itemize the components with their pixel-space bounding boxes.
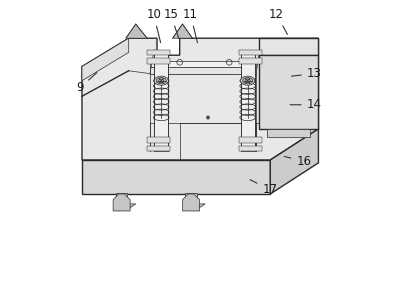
Polygon shape <box>113 194 130 211</box>
Text: 16: 16 <box>284 155 311 168</box>
Text: 9: 9 <box>76 73 97 94</box>
Circle shape <box>206 116 210 119</box>
Ellipse shape <box>154 76 168 85</box>
Text: 11: 11 <box>183 8 198 43</box>
Text: 13: 13 <box>292 67 322 80</box>
Polygon shape <box>82 38 129 81</box>
Text: 14: 14 <box>290 98 322 111</box>
Polygon shape <box>147 49 170 55</box>
Text: 17: 17 <box>250 180 277 196</box>
Text: 15: 15 <box>163 8 179 38</box>
Polygon shape <box>150 67 256 74</box>
Polygon shape <box>147 146 170 152</box>
Polygon shape <box>116 204 136 210</box>
Polygon shape <box>116 192 127 210</box>
Polygon shape <box>150 61 256 67</box>
Polygon shape <box>259 38 319 55</box>
Ellipse shape <box>159 79 164 82</box>
Polygon shape <box>147 137 170 143</box>
Text: 10: 10 <box>146 8 161 43</box>
Polygon shape <box>82 160 270 194</box>
Polygon shape <box>186 192 197 210</box>
Polygon shape <box>267 129 310 137</box>
Polygon shape <box>270 129 319 194</box>
Polygon shape <box>186 204 205 210</box>
Polygon shape <box>239 137 262 143</box>
Ellipse shape <box>240 76 255 85</box>
Polygon shape <box>173 24 193 38</box>
Polygon shape <box>259 55 319 129</box>
Text: 12: 12 <box>269 8 287 34</box>
Polygon shape <box>240 49 255 152</box>
Polygon shape <box>147 58 170 64</box>
Polygon shape <box>154 49 168 152</box>
Polygon shape <box>126 24 147 38</box>
Polygon shape <box>239 49 262 55</box>
Ellipse shape <box>243 78 253 84</box>
Ellipse shape <box>156 78 166 84</box>
Polygon shape <box>239 58 262 64</box>
Polygon shape <box>82 38 319 160</box>
Polygon shape <box>239 146 262 152</box>
Ellipse shape <box>245 79 250 82</box>
Polygon shape <box>183 194 200 211</box>
